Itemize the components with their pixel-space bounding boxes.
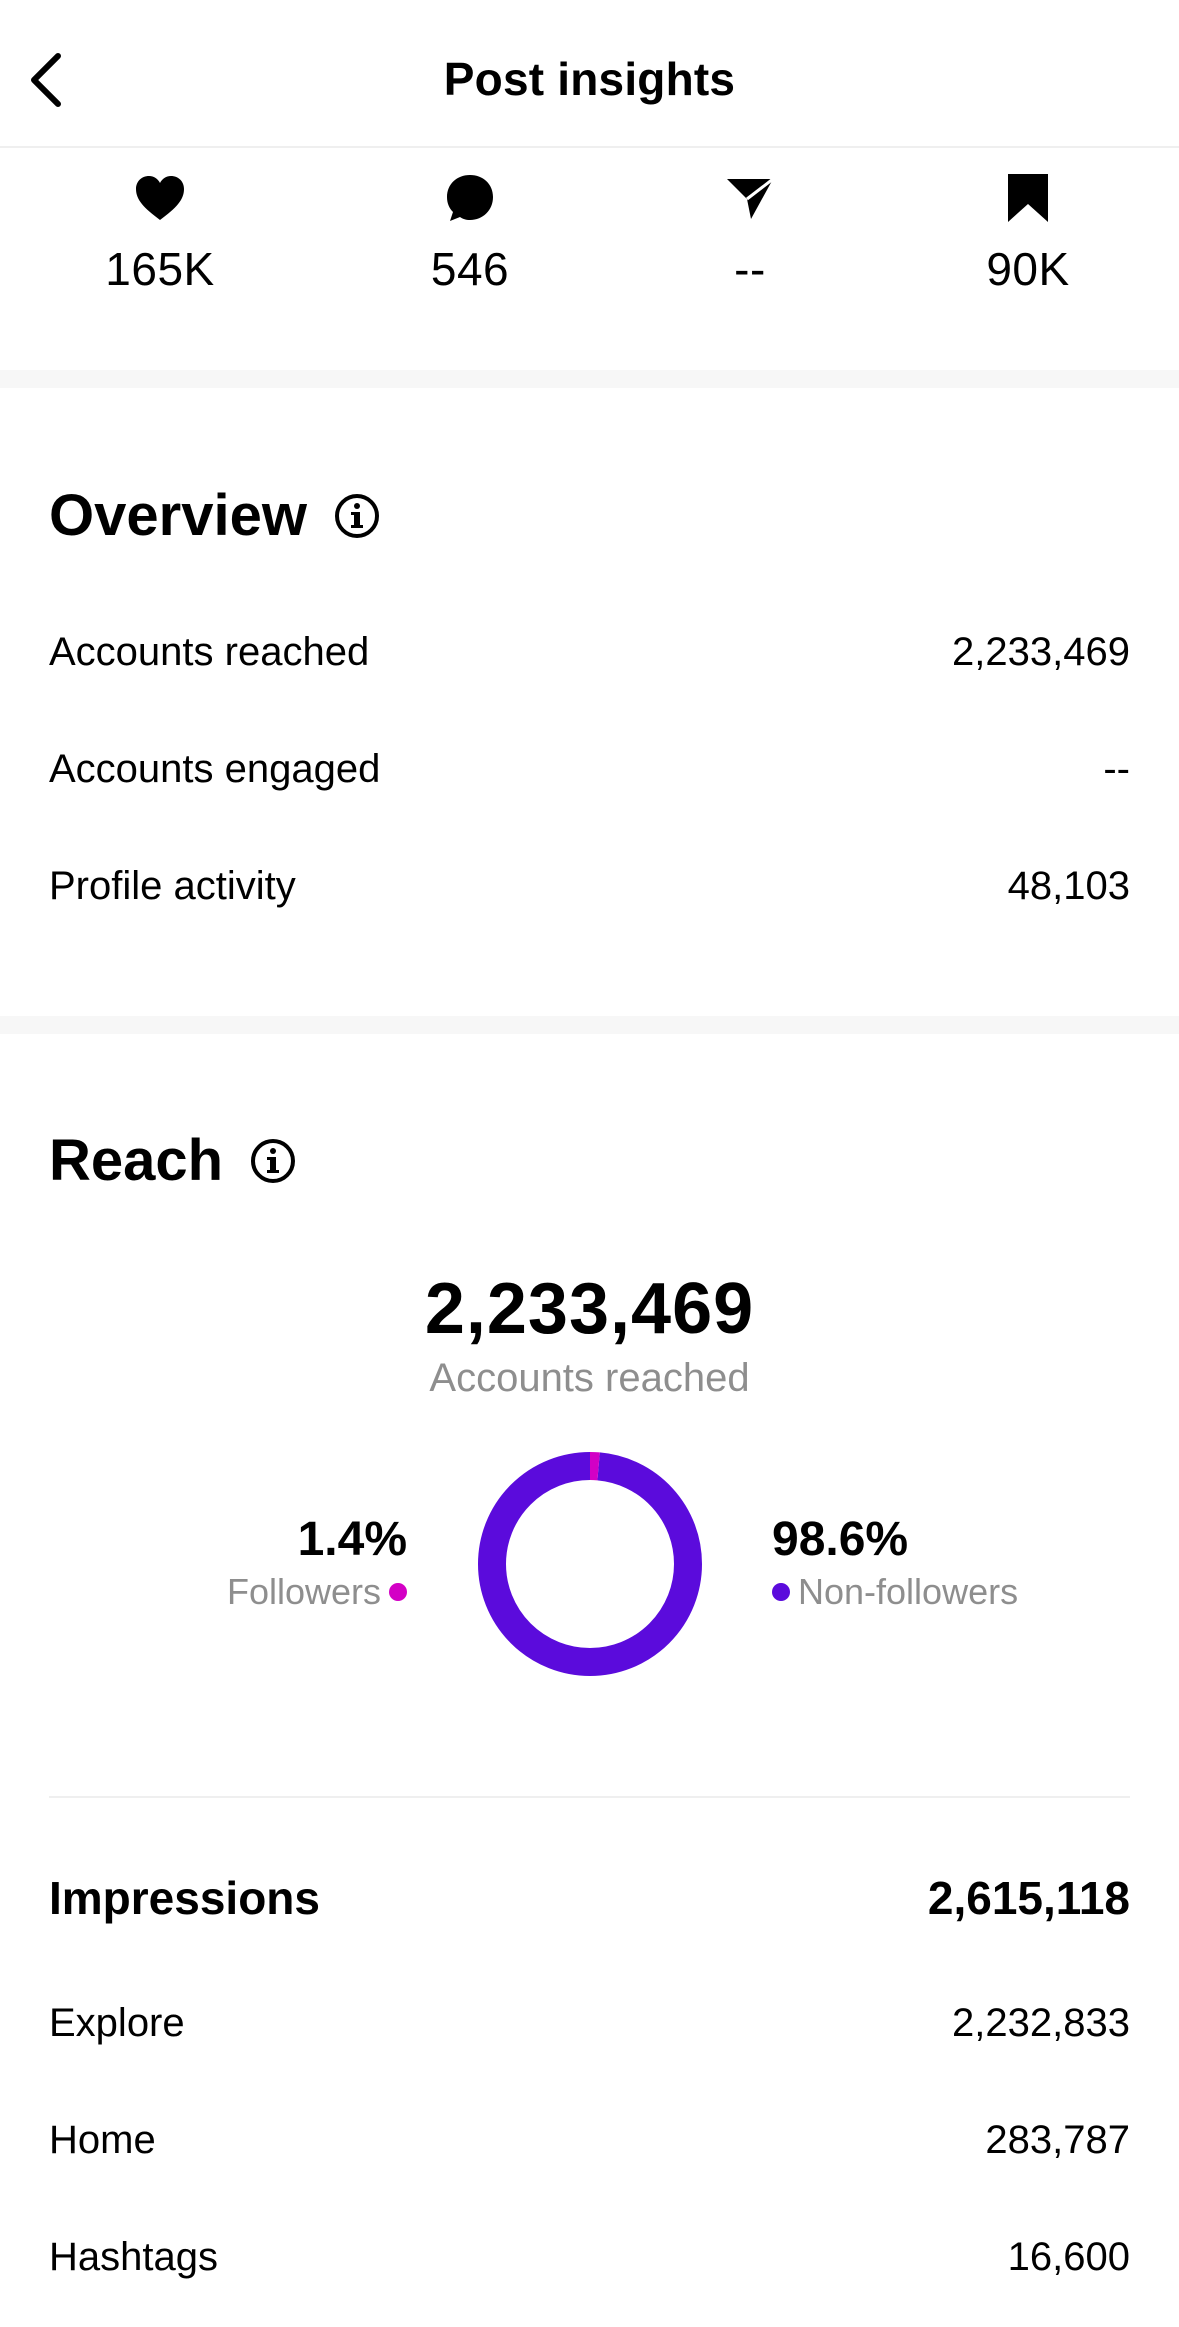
row-value: 283,787 [985,2117,1130,2162]
row-value: -- [1103,746,1130,791]
accounts-reached-row[interactable]: Accounts reached 2,233,469 [49,624,1130,680]
send-icon [727,177,774,219]
row-label: Home [49,2117,156,2162]
reach-donut-chart [478,1452,702,1676]
row-value: 48,103 [1007,863,1130,908]
comments-count: 546 [430,243,510,295]
reach-title: Reach [49,1127,297,1194]
comment-icon [447,175,493,221]
shares-stat: -- [640,170,860,296]
section-divider [0,370,1179,388]
comments-stat: 546 [360,170,580,296]
section-divider [0,1016,1179,1034]
saves-stat: 90K [918,170,1138,296]
row-value: 2,233,469 [952,629,1130,674]
non-followers-label: Non-followers [798,1571,1019,1612]
bookmark-icon [1008,174,1048,222]
shares-count: -- [734,243,766,295]
reach-caption: Accounts reached [429,1356,750,1400]
impressions-total: 2,615,118 [927,1872,1130,1924]
profile-activity-row[interactable]: Profile activity 48,103 [49,858,1130,914]
saves-count: 90K [986,243,1070,295]
info-icon[interactable] [333,492,381,540]
row-value: 16,600 [1007,2234,1130,2279]
impressions-row[interactable]: Impressions 2,615,118 [49,1866,1130,1930]
followers-legend: 1.4% Followers [227,1512,407,1613]
overview-title-text: Overview [49,483,307,548]
accounts-engaged-row[interactable]: Accounts engaged -- [49,741,1130,797]
non-followers-legend: 98.6% Non-followers [772,1512,1018,1613]
likes-stat: 165K [50,170,270,296]
page-title: Post insights [443,53,736,105]
impressions-hashtags-row: Hashtags 16,600 [49,2229,1130,2285]
engagement-stats: 165K 546 -- [0,148,1179,370]
info-icon[interactable] [249,1137,297,1185]
likes-count: 165K [105,243,215,295]
followers-dot [389,1583,407,1601]
impressions-home-row: Home 283,787 [49,2112,1130,2168]
followers-segment [478,1452,702,1676]
row-label: Accounts reached [49,629,370,674]
row-label: Accounts engaged [49,746,381,791]
row-label: Explore [49,2000,185,2045]
non-followers-segment [478,1452,702,1676]
chevron-left-icon [31,53,61,107]
heart-icon [136,176,184,220]
reach-total: 2,233,469 [424,1269,755,1349]
followers-percent: 1.4% [297,1513,407,1566]
reach-title-text: Reach [49,1128,224,1193]
back-button[interactable] [18,44,74,116]
row-label: Profile activity [49,863,296,908]
non-followers-percent: 98.6% [772,1513,909,1566]
row-label: Hashtags [49,2234,218,2279]
top-bar: Post insights [0,0,1179,148]
overview-title: Overview [49,482,381,549]
impressions-explore-row: Explore 2,232,833 [49,1995,1130,2051]
impressions-title: Impressions [49,1872,320,1924]
row-value: 2,232,833 [952,2000,1130,2045]
followers-label: Followers [226,1571,381,1612]
non-followers-dot [772,1583,790,1601]
divider [49,1796,1130,1798]
